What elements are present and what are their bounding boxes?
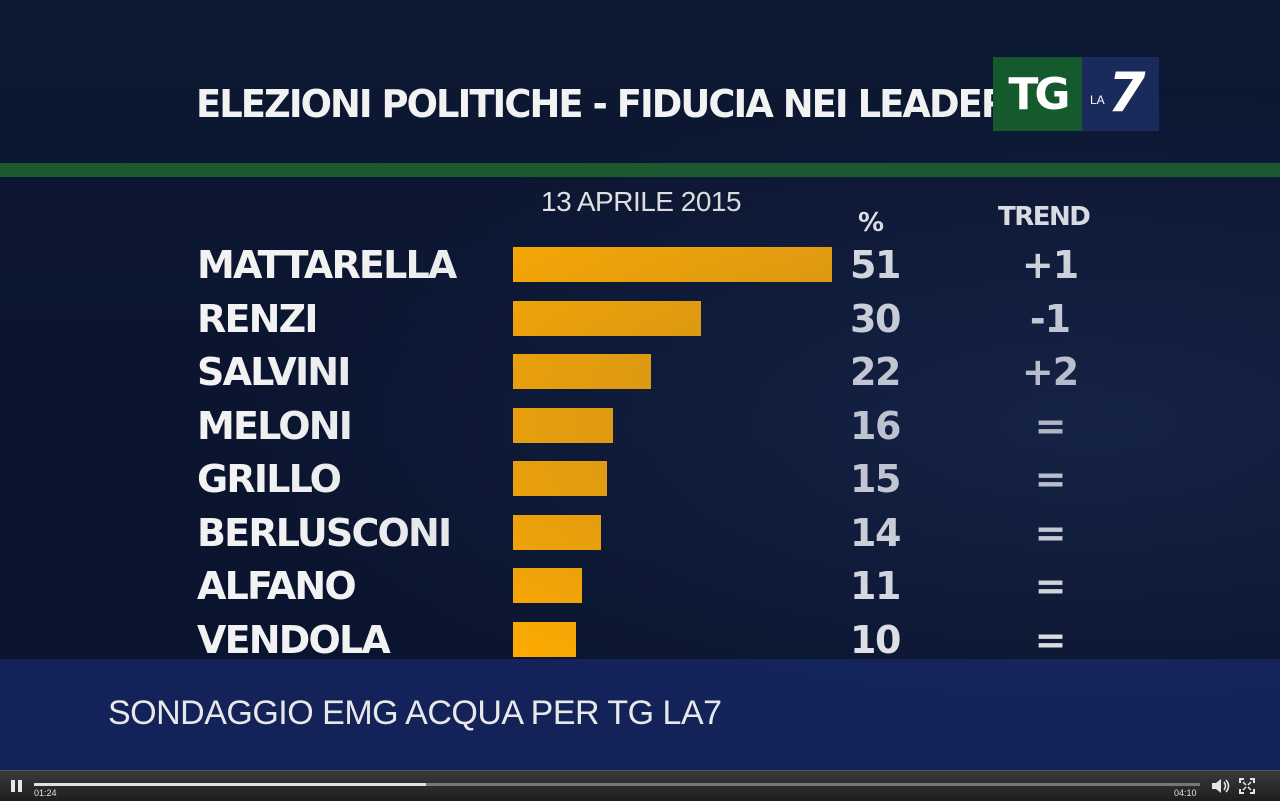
leader-name: VENDOLA (197, 617, 391, 662)
leader-name: SALVINI (197, 350, 351, 394)
video-player-controls: 01:24 04:10 (0, 770, 1280, 801)
chart-bar (513, 514, 601, 550)
source-band (0, 659, 1280, 770)
percent-value: 10 (850, 617, 901, 662)
leader-row: VENDOLA 10 = (0, 614, 1280, 666)
chart-bar (513, 407, 613, 443)
leader-name: GRILLO (197, 457, 342, 501)
chart-bar (513, 568, 582, 603)
percent-value: 51 (850, 243, 901, 287)
trend-value: = (1034, 617, 1067, 662)
total-time: 04:10 (1174, 788, 1197, 798)
video-frame: ELEZIONI POLITICHE - FIDUCIA NEI LEADER … (0, 0, 1280, 770)
percent-value: 15 (850, 457, 901, 501)
chart-bar (513, 247, 832, 282)
leader-row: SALVINI 22 +2 (0, 346, 1280, 398)
percent-value: 22 (850, 350, 901, 394)
trend-value: -1 (1029, 296, 1071, 341)
logo-la7: LA 7 (1082, 57, 1159, 131)
leader-name: MATTARELLA (197, 243, 457, 287)
leader-row: MELONI 16 = (0, 400, 1280, 452)
trend-value: +1 (1021, 243, 1079, 287)
chart-bar (513, 461, 607, 496)
leader-name: BERLUSCONI (197, 510, 452, 555)
chart-bar (513, 621, 576, 657)
poll-date: 13 APRILE 2015 (541, 186, 742, 217)
leader-row: RENZI 30 -1 (0, 293, 1280, 345)
leader-row: GRILLO 15 = (0, 453, 1280, 505)
logo-la: LA (1090, 93, 1105, 107)
chart-bar (513, 354, 651, 389)
seek-bar[interactable] (34, 783, 1200, 786)
percent-value: 14 (850, 510, 901, 555)
pause-icon[interactable] (6, 777, 26, 795)
chart-bar (513, 300, 701, 336)
trend-value: = (1034, 510, 1067, 555)
trend-value: +2 (1021, 350, 1079, 394)
leader-name: RENZI (197, 296, 319, 341)
elapsed-time: 01:24 (34, 788, 57, 798)
percent-value: 16 (850, 403, 901, 448)
trend-value: = (1034, 403, 1067, 448)
green-divider (0, 163, 1280, 177)
leader-row: ALFANO 11 = (0, 560, 1280, 612)
page-title: ELEZIONI POLITICHE - FIDUCIA NEI LEADER (196, 82, 1009, 126)
trend-value: = (1034, 564, 1067, 608)
leader-row: BERLUSCONI 14 = (0, 507, 1280, 559)
leader-row: MATTARELLA 51 +1 (0, 239, 1280, 291)
fullscreen-icon[interactable] (1238, 777, 1256, 795)
trend-column-header: TREND (998, 202, 1091, 232)
trend-value: = (1034, 457, 1067, 501)
percent-value: 11 (850, 564, 901, 608)
logo-7: 7 (1108, 61, 1146, 124)
leader-name: ALFANO (197, 564, 357, 608)
leader-name: MELONI (197, 403, 353, 448)
logo-tg: TG (993, 57, 1082, 131)
percent-value: 30 (850, 296, 901, 341)
source-caption: SONDAGGIO EMG ACQUA PER TG LA7 (108, 694, 722, 732)
volume-icon[interactable] (1210, 777, 1232, 795)
percent-column-header: % (858, 208, 885, 238)
seek-progress (34, 783, 426, 786)
tg-la7-logo: TG LA 7 (993, 57, 1159, 131)
